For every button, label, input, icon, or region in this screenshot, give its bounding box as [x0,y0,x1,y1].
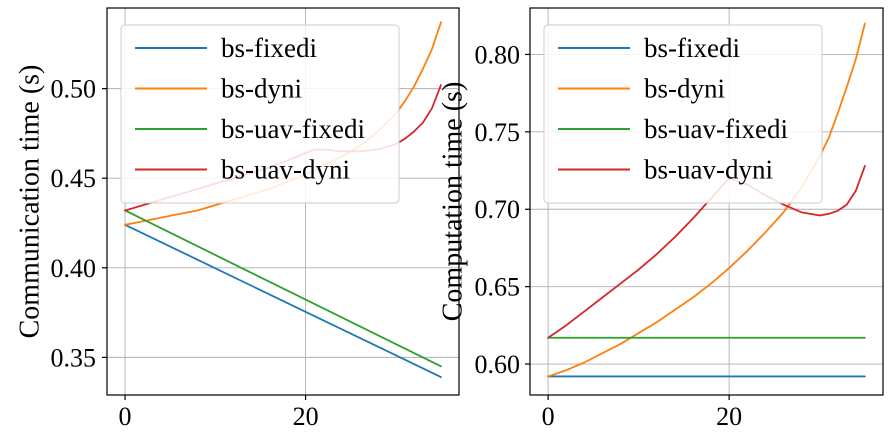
y-tick-label: 0.80 [475,40,521,69]
y-axis-label: Computation time (s) [437,82,468,322]
x-tick-label: 0 [542,402,555,431]
legend-box [543,24,823,204]
y-tick-label: 0.60 [475,350,521,379]
legend-label: bs-dyni [221,74,302,104]
legend: bs-fixedi bs-dyni bs-uav-fixedi bs-uav-dyni [120,24,400,204]
plot-frame [529,7,884,396]
y-tick-label: 0.75 [475,118,521,147]
y-tick-label: 0.65 [475,273,521,302]
y-tick-label: 0.35 [51,343,97,372]
plot-frame [106,7,460,396]
y-tick-label: 0.50 [51,75,97,104]
legend-label: bs-uav-dyni [221,155,350,185]
series-line-bs-uav-fixedi [124,209,442,368]
legend: bs-fixedi bs-dyni bs-uav-fixedi bs-uav-dyni [543,24,823,204]
y-axis-label: Communication time (s) [14,65,45,339]
series-line-bs-dyni [547,22,866,378]
legend-box [120,24,400,204]
legend-label: bs-dyni [644,74,725,104]
legend-label: bs-fixedi [644,33,740,63]
x-tick-label: 20 [716,402,742,431]
x-tick-label: 20 [293,402,319,431]
legend-label: bs-uav-fixedi [221,114,365,144]
y-tick-label: 0.70 [475,195,521,224]
y-tick-label: 0.45 [51,164,97,193]
legend-label: bs-uav-fixedi [644,114,788,144]
y-tick-label: 0.40 [51,254,97,283]
legend-label: bs-fixedi [221,33,317,63]
series-line-bs-fixedi [124,223,442,378]
legend-label: bs-uav-dyni [644,155,773,185]
x-tick-label: 0 [119,402,132,431]
